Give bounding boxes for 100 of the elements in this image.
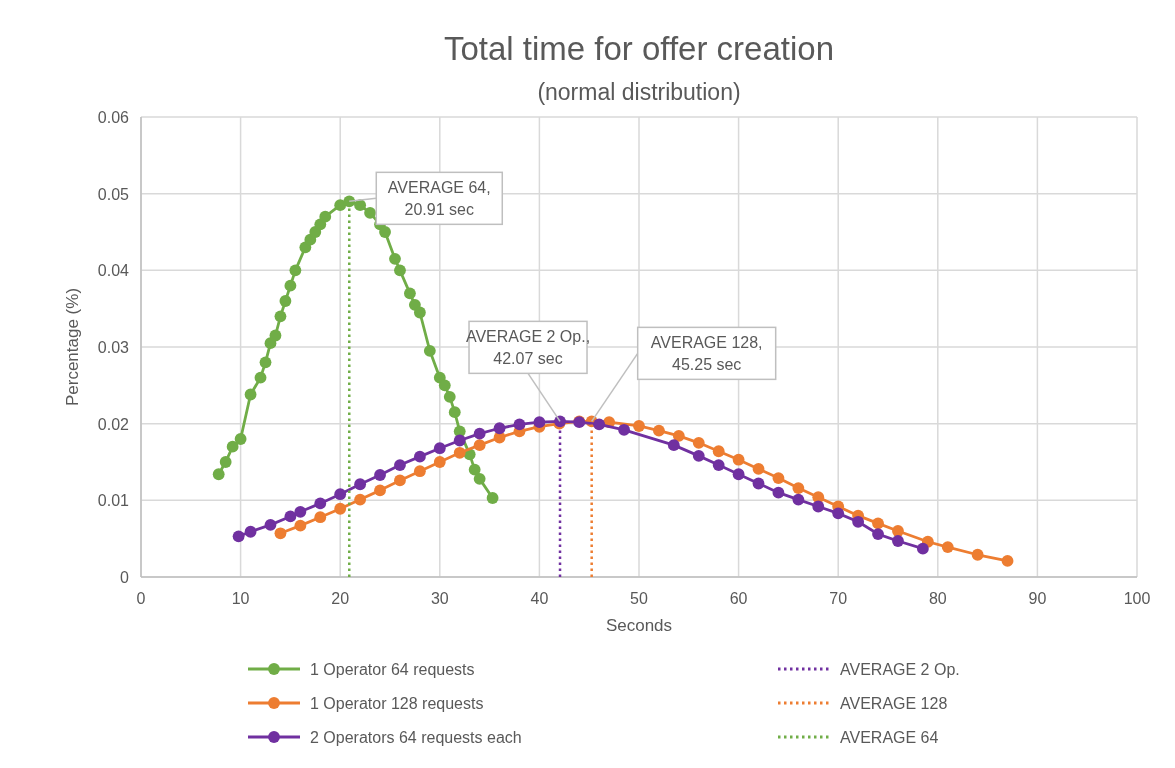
point xyxy=(413,465,426,478)
point xyxy=(294,505,307,518)
point xyxy=(752,477,765,490)
point xyxy=(468,463,481,476)
point xyxy=(259,356,272,369)
legend-label: AVERAGE 128 xyxy=(840,695,948,712)
annotation: AVERAGE 2 Op., 42.07 sec xyxy=(465,328,591,368)
point xyxy=(433,456,446,468)
point xyxy=(667,439,680,452)
point xyxy=(453,434,466,447)
x-tick-label: 90 xyxy=(1028,590,1047,607)
point xyxy=(212,468,225,481)
point xyxy=(389,252,401,265)
point xyxy=(473,427,486,440)
point xyxy=(493,422,506,435)
point xyxy=(413,450,426,463)
point xyxy=(772,472,785,485)
point xyxy=(314,497,327,510)
point xyxy=(438,379,451,392)
point xyxy=(892,525,904,537)
point xyxy=(712,445,725,458)
point xyxy=(279,295,292,307)
point xyxy=(354,493,367,506)
x-tick-label: 10 xyxy=(231,590,250,607)
point xyxy=(916,542,929,555)
point xyxy=(219,456,232,468)
x-tick-label: 60 xyxy=(729,590,748,607)
x-tick-label: 100 xyxy=(1123,590,1151,607)
point xyxy=(872,528,884,540)
point xyxy=(1001,554,1014,567)
point xyxy=(792,493,805,506)
legend-label: AVERAGE 2 Op. xyxy=(840,661,960,678)
x-tick-label: 50 xyxy=(630,590,648,607)
x-axis-title: Seconds xyxy=(605,616,673,635)
y-tick-label: 0.05 xyxy=(97,185,130,203)
point xyxy=(374,469,386,481)
point xyxy=(692,436,705,449)
point xyxy=(274,527,287,540)
point xyxy=(513,418,526,431)
point xyxy=(892,535,904,547)
point xyxy=(423,344,436,357)
point xyxy=(334,199,347,212)
point xyxy=(364,206,376,219)
point xyxy=(374,484,386,497)
point xyxy=(284,279,297,292)
y-tick-label: 0.02 xyxy=(97,415,130,433)
point xyxy=(672,430,685,442)
point xyxy=(334,488,347,501)
y-tick-label: 0.01 xyxy=(97,492,130,510)
point xyxy=(244,525,257,538)
point xyxy=(772,486,785,499)
point xyxy=(473,439,486,452)
point xyxy=(274,310,287,323)
point xyxy=(732,453,745,466)
y-tick-label: 0.06 xyxy=(97,109,130,126)
point xyxy=(254,371,267,384)
y-axis-title: Percentage (%) xyxy=(63,287,82,407)
point xyxy=(653,424,665,437)
point xyxy=(234,433,247,445)
point xyxy=(394,474,406,487)
point xyxy=(294,519,307,532)
point xyxy=(226,440,239,453)
y-tick-label: 0.04 xyxy=(97,262,130,280)
x-tick-label: 30 xyxy=(430,590,449,607)
x-tick-label: 80 xyxy=(928,590,947,607)
point xyxy=(289,264,302,277)
point xyxy=(244,388,257,401)
point xyxy=(284,510,297,523)
point xyxy=(812,500,825,513)
point xyxy=(633,420,645,432)
point xyxy=(394,264,406,277)
y-tick-label: 0 xyxy=(120,569,130,586)
legend-label: AVERAGE 64 xyxy=(840,729,939,746)
point xyxy=(852,515,865,528)
point xyxy=(413,306,426,319)
point xyxy=(394,459,406,471)
point xyxy=(486,492,499,504)
annotation: AVERAGE 128, 45.25 sec xyxy=(650,334,763,374)
point xyxy=(264,518,277,531)
point xyxy=(433,442,446,455)
x-tick-label: 40 xyxy=(530,590,549,607)
point xyxy=(404,287,416,300)
point xyxy=(752,462,765,475)
point xyxy=(732,468,745,481)
point xyxy=(319,210,332,223)
point xyxy=(269,329,282,342)
point xyxy=(453,446,466,459)
point xyxy=(618,423,630,436)
point xyxy=(692,449,705,462)
x-tick-label: 70 xyxy=(829,590,848,607)
y-tick-label: 0.03 xyxy=(97,339,130,356)
point xyxy=(971,548,984,561)
annotation: AVERAGE 64, 20.91 sec xyxy=(387,179,491,219)
legend-label: 2 Operators 64 requests each xyxy=(310,729,522,746)
point xyxy=(533,416,546,429)
point xyxy=(354,199,367,212)
point xyxy=(712,459,725,471)
point xyxy=(232,530,245,543)
point xyxy=(872,517,884,530)
x-tick-label: 20 xyxy=(331,590,350,607)
